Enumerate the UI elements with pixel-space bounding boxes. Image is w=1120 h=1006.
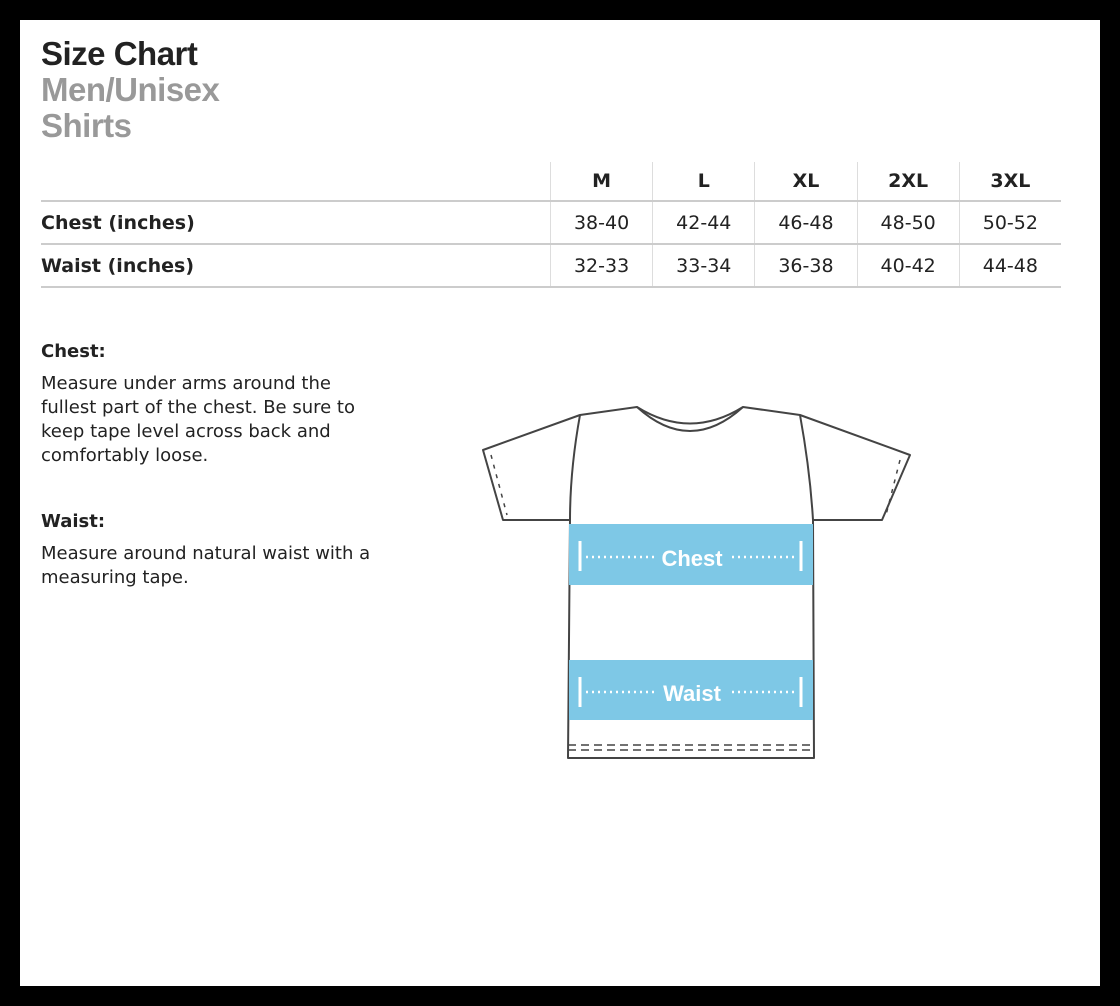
size-header: M <box>549 162 653 202</box>
header-row: M L XL 2XL 3XL <box>41 162 1061 202</box>
size-header: 3XL <box>958 162 1061 202</box>
table-row: Waist (inches) 32-33 33-34 36-38 40-42 4… <box>41 244 1061 288</box>
size-table: M L XL 2XL 3XL Chest (inches) 38-40 42-4… <box>41 162 1061 288</box>
cell: 40-42 <box>856 244 960 288</box>
chest-heading: Chest: <box>41 341 106 362</box>
waist-band <box>569 660 813 720</box>
subtitle-product: Shirts <box>41 107 132 144</box>
chest-text: Measure under arms around the fullest pa… <box>41 373 356 466</box>
table-row: Chest (inches) 38-40 42-44 46-48 48-50 5… <box>41 201 1061 245</box>
cell: 32-33 <box>549 244 653 288</box>
waist-text: Measure around natural waist with a meas… <box>41 543 371 588</box>
row-label: Waist (inches) <box>41 244 551 288</box>
chest-band-label: Chest <box>661 546 723 571</box>
size-header: 2XL <box>856 162 960 202</box>
subtitle-category: Men/Unisex <box>41 71 220 108</box>
size-header: L <box>652 162 755 202</box>
waist-heading: Waist: <box>41 511 106 532</box>
waist-instructions: Waist: Measure around natural waist with… <box>41 510 381 590</box>
row-label: Chest (inches) <box>41 201 551 245</box>
cell: 33-34 <box>652 244 755 288</box>
cell: 36-38 <box>754 244 858 288</box>
cell: 46-48 <box>754 201 858 245</box>
chest-band <box>569 524 813 585</box>
page-title: Size Chart <box>41 35 198 72</box>
size-chart-panel: Size Chart Men/Unisex Shirts M L XL 2XL … <box>20 20 1100 986</box>
cell: 42-44 <box>652 201 755 245</box>
cell: 44-48 <box>958 244 1061 288</box>
cell: 38-40 <box>549 201 653 245</box>
cell: 50-52 <box>958 201 1061 245</box>
cell: 48-50 <box>856 201 960 245</box>
size-header: XL <box>754 162 858 202</box>
waist-band-label: Waist <box>663 681 722 706</box>
chest-instructions: Chest: Measure under arms around the ful… <box>41 340 381 468</box>
